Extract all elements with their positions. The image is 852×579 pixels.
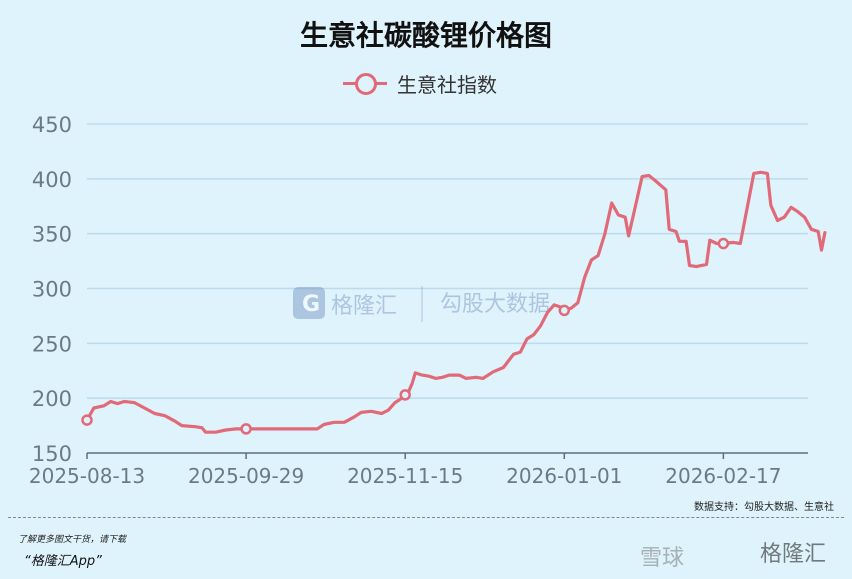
x-tick-label: 2025-09-29 bbox=[188, 464, 304, 488]
y-tick-label: 250 bbox=[32, 332, 72, 356]
x-tick-label: 2026-02-17 bbox=[665, 464, 781, 488]
y-tick-label: 400 bbox=[32, 168, 72, 192]
watermark-logo: G 格隆汇 勾股大数据 bbox=[293, 286, 550, 322]
promo-line-2: “格隆汇App” bbox=[24, 554, 102, 569]
grid bbox=[87, 123, 808, 399]
x-tick-label: 2025-08-13 bbox=[29, 464, 145, 488]
legend-label: 生意社指数 bbox=[397, 72, 497, 97]
y-tick-label: 450 bbox=[32, 113, 72, 137]
x-tick-label: 2025-11-15 bbox=[347, 464, 463, 488]
legend[interactable]: 生意社指数 bbox=[343, 70, 497, 97]
y-axis: 150 200 250 300 350 400 450 bbox=[32, 113, 72, 466]
watermark-brand-4: 格隆汇 bbox=[760, 542, 827, 567]
divider bbox=[8, 517, 844, 518]
x-tick-label: 2026-01-01 bbox=[506, 464, 622, 488]
x-axis: 2025-08-13 2025-09-29 2025-11-15 2026-01-01… bbox=[29, 452, 808, 488]
watermark-logo-icon bbox=[293, 287, 325, 319]
data-point-marker bbox=[399, 389, 411, 401]
watermark-brand-1: 格隆汇 bbox=[331, 294, 397, 319]
chart-title: 生意社碳酸锂价格图 bbox=[299, 19, 552, 52]
data-point-marker bbox=[717, 237, 730, 250]
line-chart: 150 200 250 300 350 400 450 2025-08-13 2025-09-… bbox=[29, 113, 827, 488]
y-tick-label: 200 bbox=[32, 387, 72, 411]
data-point-marker bbox=[240, 423, 252, 435]
watermark-brand-2: 勾股大数据 bbox=[440, 292, 550, 317]
source-note: 数据支持：勾股大数据、生意社 bbox=[694, 502, 834, 513]
data-point-marker bbox=[81, 414, 93, 426]
y-tick-label: 300 bbox=[32, 278, 72, 302]
y-tick-label: 150 bbox=[32, 442, 72, 466]
y-tick-label: 350 bbox=[32, 223, 72, 247]
watermark-brand-3: 雪球 bbox=[640, 546, 685, 571]
promo-line-1: 了解更多图文干货，请下载 bbox=[18, 535, 127, 545]
legend-marker-icon bbox=[343, 70, 387, 96]
data-point-marker bbox=[558, 304, 571, 317]
svg-text:G: G bbox=[302, 292, 320, 317]
plot-area bbox=[81, 170, 827, 435]
